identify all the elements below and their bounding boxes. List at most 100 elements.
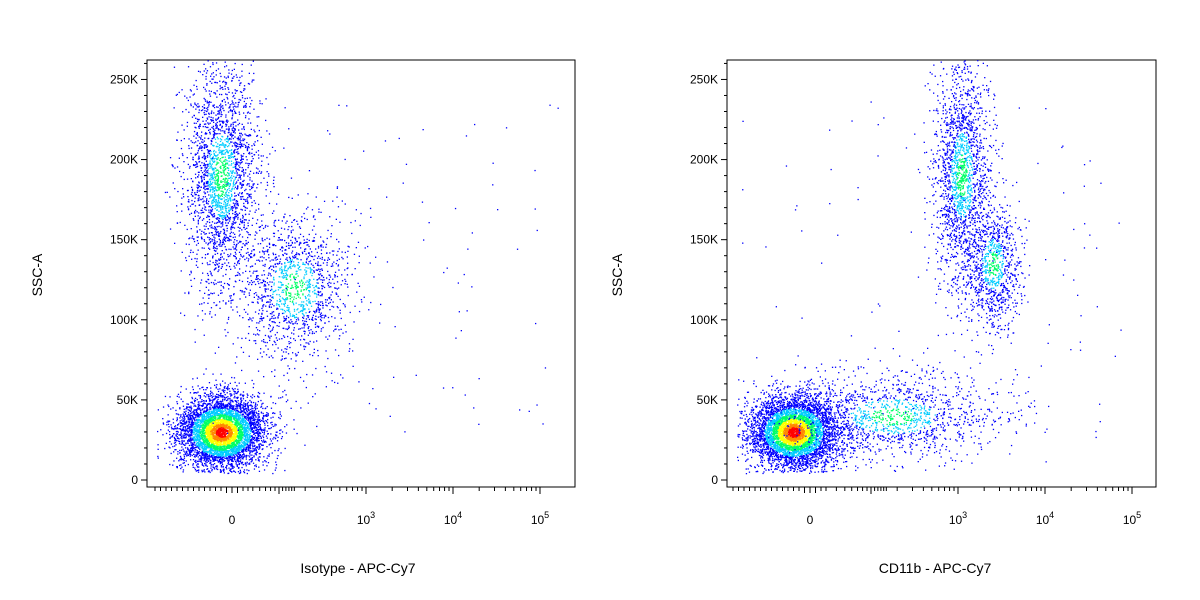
event-dot <box>232 465 234 467</box>
event-dot <box>249 416 251 418</box>
event-dot <box>227 440 229 442</box>
event-dot <box>220 419 222 421</box>
event-dot <box>196 464 198 466</box>
event-dot <box>205 448 207 451</box>
event-dot <box>216 446 218 448</box>
event-dot <box>278 397 280 399</box>
event-dot <box>217 388 219 390</box>
event-dot <box>256 439 258 442</box>
event-dot <box>239 414 241 416</box>
event-dot <box>201 443 203 445</box>
event-dot <box>265 419 267 422</box>
event-dot <box>201 414 204 416</box>
event-dot <box>220 423 222 426</box>
event-dot <box>229 428 231 430</box>
event-dot <box>208 431 211 433</box>
event-dot <box>220 471 222 473</box>
event-dot <box>224 436 226 439</box>
event-dot <box>255 432 257 434</box>
event-dot <box>185 460 187 462</box>
event-dot <box>241 424 243 426</box>
event-dot <box>213 430 215 432</box>
event-dot <box>194 423 196 425</box>
event-dot <box>192 431 194 433</box>
event-dot <box>259 452 261 455</box>
event-dot <box>185 410 187 412</box>
event-dot <box>236 419 238 421</box>
event-dot <box>254 429 256 431</box>
event-dot <box>217 401 219 403</box>
event-dot <box>232 448 234 450</box>
event-dot <box>204 447 206 449</box>
event-dot <box>184 416 186 418</box>
event-dot <box>233 440 235 442</box>
event-dot <box>207 415 209 417</box>
event-dot <box>219 469 222 471</box>
event-dot <box>231 387 234 390</box>
event-dot <box>211 468 213 471</box>
event-dot <box>199 448 201 450</box>
event-dot <box>233 405 235 407</box>
event-dot <box>243 453 245 455</box>
event-dot <box>231 431 233 433</box>
event-dot <box>245 465 247 467</box>
event-dot <box>252 422 254 424</box>
event-dot <box>235 420 237 423</box>
event-dot <box>236 158 238 160</box>
event-dot <box>229 419 231 422</box>
event-dot <box>249 411 251 413</box>
event-dot <box>271 421 273 423</box>
event-dot <box>218 424 220 426</box>
event-dot <box>232 446 234 448</box>
event-dot <box>227 155 230 157</box>
event-dot <box>224 449 226 451</box>
event-dot <box>243 472 246 474</box>
event-dot <box>285 432 288 434</box>
event-dot <box>228 388 230 390</box>
event-dot <box>198 454 201 457</box>
event-dot <box>196 424 198 426</box>
event-dot <box>226 439 228 442</box>
event-dot <box>242 407 244 409</box>
event-dot <box>270 417 272 419</box>
event-dot <box>246 411 248 413</box>
event-dot <box>194 431 196 433</box>
event-dot <box>242 431 244 433</box>
event-dot <box>207 457 210 459</box>
event-dot <box>224 423 226 425</box>
event-dot <box>199 404 201 407</box>
event-dot <box>191 397 194 400</box>
event-dot <box>181 424 183 427</box>
event-dot <box>206 405 208 407</box>
event-dot <box>234 419 236 422</box>
event-dot <box>219 421 222 423</box>
event-dot <box>215 436 217 438</box>
event-dot <box>217 407 219 409</box>
event-dot <box>203 429 205 432</box>
event-dot <box>229 390 231 392</box>
event-dot <box>222 390 225 392</box>
event-dot <box>168 420 171 422</box>
event-dot <box>204 419 206 421</box>
event-dot <box>217 402 219 404</box>
event-dot <box>219 413 221 415</box>
event-dot <box>252 411 254 413</box>
event-dot <box>183 450 185 452</box>
event-dot <box>225 425 227 427</box>
event-dot <box>215 417 217 419</box>
event-dot <box>203 470 205 472</box>
event-dot <box>170 443 173 445</box>
event-dot <box>176 430 179 433</box>
event-dot <box>206 414 208 416</box>
event-dot <box>205 368 207 370</box>
event-dot <box>269 438 272 440</box>
event-dot <box>209 417 212 419</box>
event-dot <box>200 109 203 112</box>
event-dot <box>263 392 265 394</box>
event-dot <box>208 435 211 437</box>
event-dot <box>228 408 230 410</box>
event-dot <box>201 420 203 422</box>
event-dot <box>253 419 256 422</box>
event-dot <box>225 450 227 452</box>
event-dot <box>227 446 229 448</box>
